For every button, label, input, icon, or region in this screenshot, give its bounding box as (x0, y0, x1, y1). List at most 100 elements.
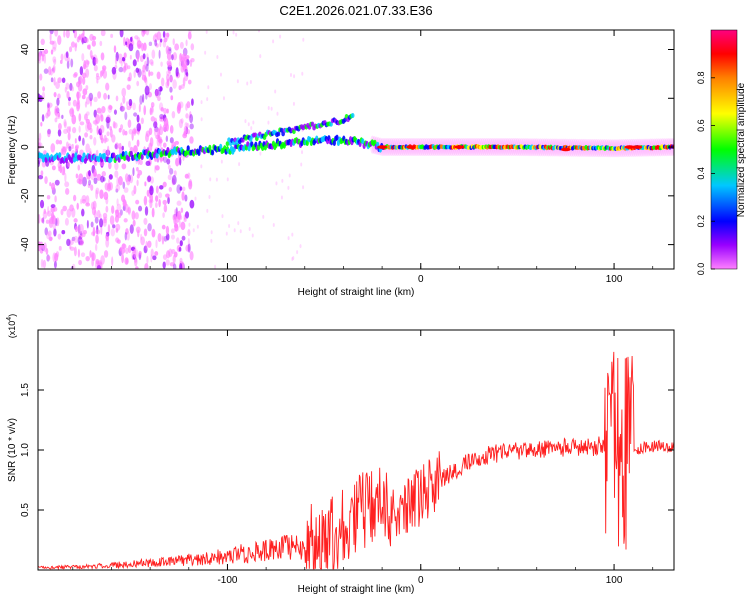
noise-blob (121, 56, 126, 62)
noise-blob (71, 143, 74, 150)
colorbar-scale (710, 29, 738, 270)
noise-blob (207, 85, 210, 90)
noise-blob (146, 56, 150, 67)
noise-blob (208, 194, 211, 199)
noise-blob (189, 111, 192, 119)
noise-blob (99, 218, 104, 228)
noise-blob (151, 228, 156, 238)
noise-blob (107, 224, 111, 234)
noise-blob (185, 113, 189, 119)
noise-blob (47, 129, 51, 138)
noise-blob (111, 134, 116, 143)
noise-blob (108, 174, 113, 180)
noise-blob (136, 52, 140, 63)
noise-blob (40, 38, 45, 46)
noise-blob (66, 126, 70, 134)
noise-blob (53, 58, 57, 66)
noise-blob (160, 38, 163, 43)
ridge-segment (155, 152, 159, 159)
noise-blob (72, 73, 78, 78)
noise-blob (176, 184, 182, 194)
noise-blob (133, 185, 137, 195)
noise-blob (39, 73, 43, 81)
noise-blob (178, 219, 181, 228)
noise-blob (93, 177, 98, 185)
noise-blob (82, 88, 88, 96)
noise-blob (94, 57, 99, 65)
noise-blob (171, 175, 177, 185)
noise-blob (41, 53, 45, 62)
noise-blob (146, 255, 149, 264)
noise-blob (113, 45, 117, 53)
noise-blob (39, 199, 45, 209)
noise-blob (66, 60, 70, 69)
colorbar-tick-label: 0.2 (696, 215, 706, 228)
noise-blob (200, 117, 203, 122)
noise-blob (111, 256, 114, 267)
noise-blob (222, 96, 225, 101)
snr-x-tick-label: -100 (217, 575, 237, 586)
noise-blob (63, 30, 66, 38)
noise-blob (115, 51, 119, 62)
noise-blob (95, 149, 99, 156)
noise-blob (126, 176, 131, 186)
noise-blob (272, 222, 275, 227)
noise-blob (96, 265, 102, 269)
noise-blob (142, 64, 146, 73)
spectrogram-x-tick-label: 100 (606, 274, 623, 285)
noise-blob (210, 230, 213, 235)
noise-blob (105, 231, 110, 237)
noise-blob (144, 262, 149, 269)
noise-blob (262, 214, 265, 219)
noise-blob (178, 247, 182, 252)
noise-blob (58, 140, 63, 145)
noise-blob (62, 205, 68, 212)
noise-blob (161, 115, 164, 123)
noise-blob (101, 106, 106, 114)
noise-blob (177, 210, 182, 220)
noise-blob (96, 78, 99, 84)
noise-blob (143, 42, 147, 51)
noise-blob (99, 161, 105, 167)
noise-blob (166, 73, 170, 83)
noise-blob (150, 248, 154, 257)
noise-blob (155, 43, 159, 48)
noise-blob (78, 179, 83, 185)
noise-blob (136, 179, 139, 187)
noise-blob (57, 111, 61, 118)
noise-blob (158, 192, 163, 199)
noise-blob (85, 255, 90, 262)
noise-blob (176, 104, 181, 114)
noise-blob (108, 161, 112, 170)
snr-y-tick-label: 1.5 (20, 383, 31, 397)
noise-blob (149, 137, 154, 147)
noise-blob (42, 216, 45, 224)
noise-blob (168, 187, 173, 193)
noise-blob (149, 200, 153, 209)
noise-blob (165, 45, 170, 55)
noise-blob (136, 167, 139, 172)
noise-blob (152, 255, 157, 261)
noise-blob (133, 69, 136, 78)
noise-blob (179, 240, 183, 247)
noise-blob (302, 185, 305, 190)
noise-blob (174, 208, 178, 216)
noise-blob (175, 67, 179, 77)
noise-blob (67, 132, 71, 141)
noise-blob (105, 205, 109, 213)
noise-blob (169, 86, 173, 93)
ridge-segment (127, 155, 131, 162)
noise-blob (166, 233, 170, 241)
noise-blob (43, 242, 47, 252)
noise-blob (82, 137, 85, 146)
noise-blob (143, 195, 148, 206)
noise-blob (162, 261, 166, 269)
noise-blob (71, 114, 77, 125)
noise-blob (180, 118, 184, 124)
noise-blob (155, 89, 160, 99)
noise-blob (129, 54, 132, 60)
noise-blob (95, 189, 99, 200)
noise-blob (180, 207, 184, 213)
noise-blob (251, 233, 254, 238)
noise-blob (158, 138, 163, 144)
